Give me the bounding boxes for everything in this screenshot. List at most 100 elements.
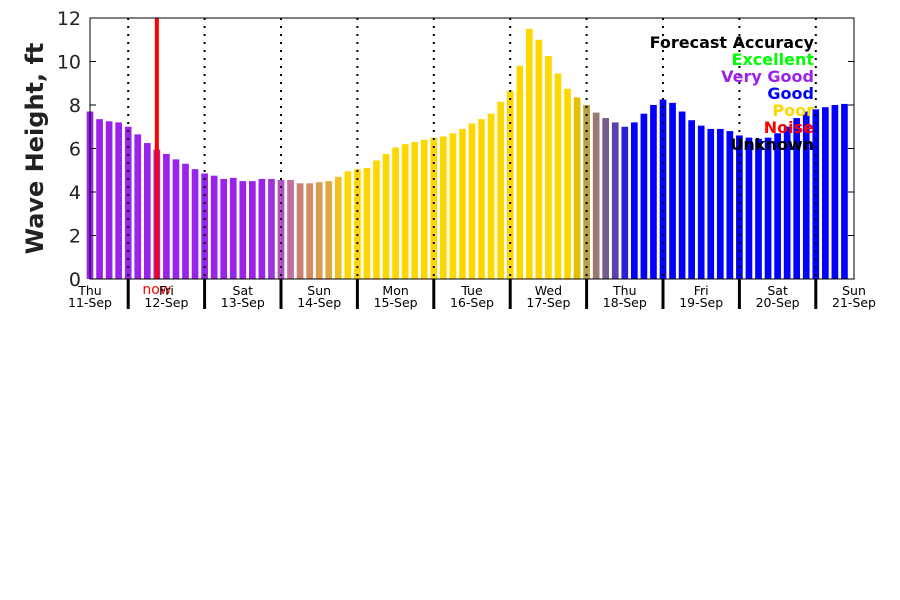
wave-bar bbox=[497, 101, 504, 280]
wave-bar bbox=[420, 139, 428, 279]
wave-bar bbox=[545, 56, 552, 280]
y-tick-label: 10 bbox=[57, 52, 81, 74]
legend-entry-excellent: Excellent bbox=[732, 50, 815, 69]
legend-title: Forecast Accuracy bbox=[650, 33, 815, 52]
wave-bar bbox=[287, 180, 294, 279]
wave-bar bbox=[755, 138, 762, 279]
day-gridlines bbox=[127, 18, 817, 279]
wave-bar bbox=[344, 171, 352, 279]
y-tick-label: 0 bbox=[69, 269, 81, 291]
day-date-label: 20-Sep bbox=[756, 295, 800, 310]
wave-bar bbox=[631, 122, 638, 280]
wave-bar bbox=[707, 128, 715, 279]
day-name-label: Mon bbox=[382, 283, 408, 298]
wave-bar bbox=[487, 113, 495, 279]
day-date-label: 19-Sep bbox=[679, 295, 723, 310]
day-name-label: Tue bbox=[460, 283, 483, 298]
day-name-label: Sat bbox=[767, 283, 788, 298]
wave-bar bbox=[382, 153, 390, 279]
day-name-label: Thu bbox=[612, 283, 636, 298]
day-name-label: Fri bbox=[694, 283, 709, 298]
day-name-label: Sat bbox=[233, 283, 254, 298]
day-date-label: 17-Sep bbox=[526, 295, 570, 310]
wave-bar bbox=[363, 168, 371, 279]
wave-bar bbox=[249, 181, 256, 280]
wave-bar bbox=[745, 137, 753, 280]
wave-bar bbox=[783, 126, 791, 279]
wave-bar bbox=[726, 131, 734, 279]
wave-bar bbox=[478, 119, 485, 279]
wave-bar bbox=[449, 133, 457, 279]
wave-bar bbox=[602, 118, 610, 279]
y-axis: 0 2 4 6 8 10 12 bbox=[57, 8, 854, 291]
day-date-label: 21-Sep bbox=[832, 295, 876, 310]
day-name-label: Fri bbox=[159, 283, 174, 298]
wave-bar bbox=[258, 178, 266, 279]
day-date-label: 11-Sep bbox=[68, 295, 112, 310]
wave-bar bbox=[688, 120, 695, 279]
wave-bar bbox=[592, 112, 600, 279]
wave-bar bbox=[516, 65, 524, 279]
wave-bar bbox=[105, 121, 113, 279]
x-axis: Thu11-SepFri12-SepSat13-SepSun14-SepMon1… bbox=[68, 279, 876, 310]
wave-bar bbox=[277, 180, 285, 279]
day-name-label: Sun bbox=[307, 283, 331, 298]
now-label: now bbox=[142, 282, 171, 298]
wave-bar bbox=[611, 122, 619, 280]
wave-bar bbox=[659, 99, 667, 279]
wave-bar bbox=[506, 90, 514, 279]
wave-bar bbox=[143, 143, 151, 279]
wave-bar bbox=[182, 163, 189, 279]
y-tick-label: 4 bbox=[69, 182, 81, 204]
day-name-label: Thu bbox=[77, 283, 101, 298]
now-marker: now bbox=[142, 18, 171, 298]
wave-bar bbox=[822, 107, 829, 280]
wave-bar bbox=[764, 137, 772, 280]
wave-bar bbox=[640, 113, 648, 279]
wave-bar bbox=[650, 105, 657, 279]
legend-entry-poor: Poor bbox=[772, 101, 814, 120]
wave-bar bbox=[716, 128, 724, 279]
wave-bar bbox=[621, 126, 629, 279]
wave-bar bbox=[535, 39, 543, 279]
wave-bar bbox=[373, 160, 380, 279]
wave-bar bbox=[296, 183, 304, 279]
y-tick-label: 2 bbox=[69, 226, 81, 248]
y-tick-label: 12 bbox=[57, 8, 81, 30]
day-name-label: Sun bbox=[842, 283, 866, 298]
y-axis-label: Wave Height, ft bbox=[21, 43, 49, 255]
wave-bar bbox=[793, 118, 801, 279]
wave-bar bbox=[172, 159, 180, 280]
wave-bar bbox=[573, 97, 581, 279]
wave-bar bbox=[239, 181, 247, 280]
wave-bar bbox=[583, 105, 590, 279]
wave-bar bbox=[697, 125, 705, 279]
wave-bar bbox=[831, 105, 839, 279]
wave-bar bbox=[430, 137, 438, 280]
wave-bar bbox=[736, 135, 743, 279]
wave-bar bbox=[468, 123, 476, 280]
wave-bar bbox=[134, 134, 142, 279]
wave-bar bbox=[411, 141, 419, 279]
day-date-label: 12-Sep bbox=[144, 295, 188, 310]
wave-bar bbox=[440, 136, 447, 279]
day-date-label: 16-Sep bbox=[450, 295, 494, 310]
y-tick-label: 6 bbox=[69, 139, 81, 161]
wave-bar bbox=[220, 178, 228, 279]
y-tick-label: 8 bbox=[69, 95, 81, 117]
wave-bar bbox=[392, 147, 399, 279]
wave-bar bbox=[306, 183, 313, 279]
day-date-label: 14-Sep bbox=[297, 295, 341, 310]
wave-bar bbox=[96, 119, 103, 279]
wave-bar bbox=[210, 175, 218, 279]
day-date-label: 13-Sep bbox=[221, 295, 265, 310]
legend-entry-unknown: Unknown bbox=[730, 135, 814, 154]
legend-entry-good: Good bbox=[767, 84, 814, 103]
day-name-label: Wed bbox=[535, 283, 562, 298]
wave-bar bbox=[459, 128, 466, 279]
wave-bar bbox=[525, 28, 533, 280]
wave-bar bbox=[802, 111, 810, 280]
wave-bar bbox=[268, 178, 275, 279]
bars-layer bbox=[86, 28, 848, 280]
